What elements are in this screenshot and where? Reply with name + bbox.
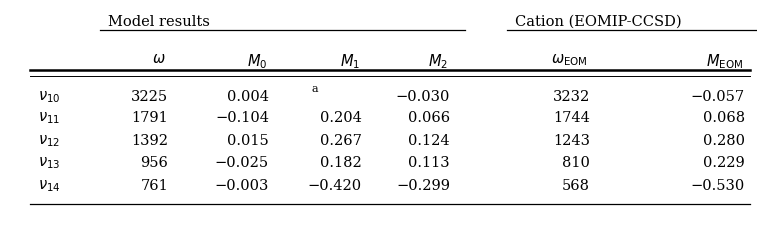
Text: 1392: 1392 xyxy=(131,134,168,148)
Text: 0.113: 0.113 xyxy=(408,156,450,170)
Text: 0.068: 0.068 xyxy=(703,111,745,125)
Text: 810: 810 xyxy=(562,156,590,170)
Text: $M_0$: $M_0$ xyxy=(247,52,267,71)
Text: Model results: Model results xyxy=(108,15,210,29)
Text: 0.066: 0.066 xyxy=(408,111,450,125)
Text: −0.003: −0.003 xyxy=(215,179,269,193)
Text: $\nu_{10}$: $\nu_{10}$ xyxy=(38,89,61,105)
Text: $\nu_{11}$: $\nu_{11}$ xyxy=(38,110,61,126)
Text: Cation (EOMIP-CCSD): Cation (EOMIP-CCSD) xyxy=(515,15,681,29)
Text: −0.030: −0.030 xyxy=(396,90,450,104)
Text: $M_1$: $M_1$ xyxy=(340,52,360,71)
Text: 0.182: 0.182 xyxy=(320,156,362,170)
Text: 956: 956 xyxy=(140,156,168,170)
Text: −0.104: −0.104 xyxy=(215,111,269,125)
Text: $\omega_{\mathrm{EOM}}$: $\omega_{\mathrm{EOM}}$ xyxy=(551,52,588,68)
Text: −0.025: −0.025 xyxy=(215,156,269,170)
Text: $\nu_{12}$: $\nu_{12}$ xyxy=(38,133,60,149)
Text: 0.204: 0.204 xyxy=(320,111,362,125)
Text: 568: 568 xyxy=(562,179,590,193)
Text: 0.229: 0.229 xyxy=(703,156,745,170)
Text: 3232: 3232 xyxy=(553,90,590,104)
Text: $\omega$: $\omega$ xyxy=(152,52,166,66)
Text: $M_2$: $M_2$ xyxy=(428,52,448,71)
Text: 0.124: 0.124 xyxy=(408,134,450,148)
Text: 3225: 3225 xyxy=(131,90,168,104)
Text: −0.299: −0.299 xyxy=(396,179,450,193)
Text: $\nu_{13}$: $\nu_{13}$ xyxy=(38,155,61,171)
Text: 1791: 1791 xyxy=(131,111,168,125)
Text: a: a xyxy=(312,84,319,94)
Text: $\nu_{14}$: $\nu_{14}$ xyxy=(38,178,61,194)
Text: −0.057: −0.057 xyxy=(691,90,745,104)
Text: 0.267: 0.267 xyxy=(320,134,362,148)
Text: $M_{\mathrm{EOM}}$: $M_{\mathrm{EOM}}$ xyxy=(706,52,743,71)
Text: 1243: 1243 xyxy=(553,134,590,148)
Text: 761: 761 xyxy=(140,179,168,193)
Text: −0.420: −0.420 xyxy=(308,179,362,193)
Text: −0.530: −0.530 xyxy=(690,179,745,193)
Text: 0.015: 0.015 xyxy=(227,134,269,148)
Text: 0.280: 0.280 xyxy=(703,134,745,148)
Text: 0.004: 0.004 xyxy=(227,90,269,104)
Text: 1744: 1744 xyxy=(553,111,590,125)
